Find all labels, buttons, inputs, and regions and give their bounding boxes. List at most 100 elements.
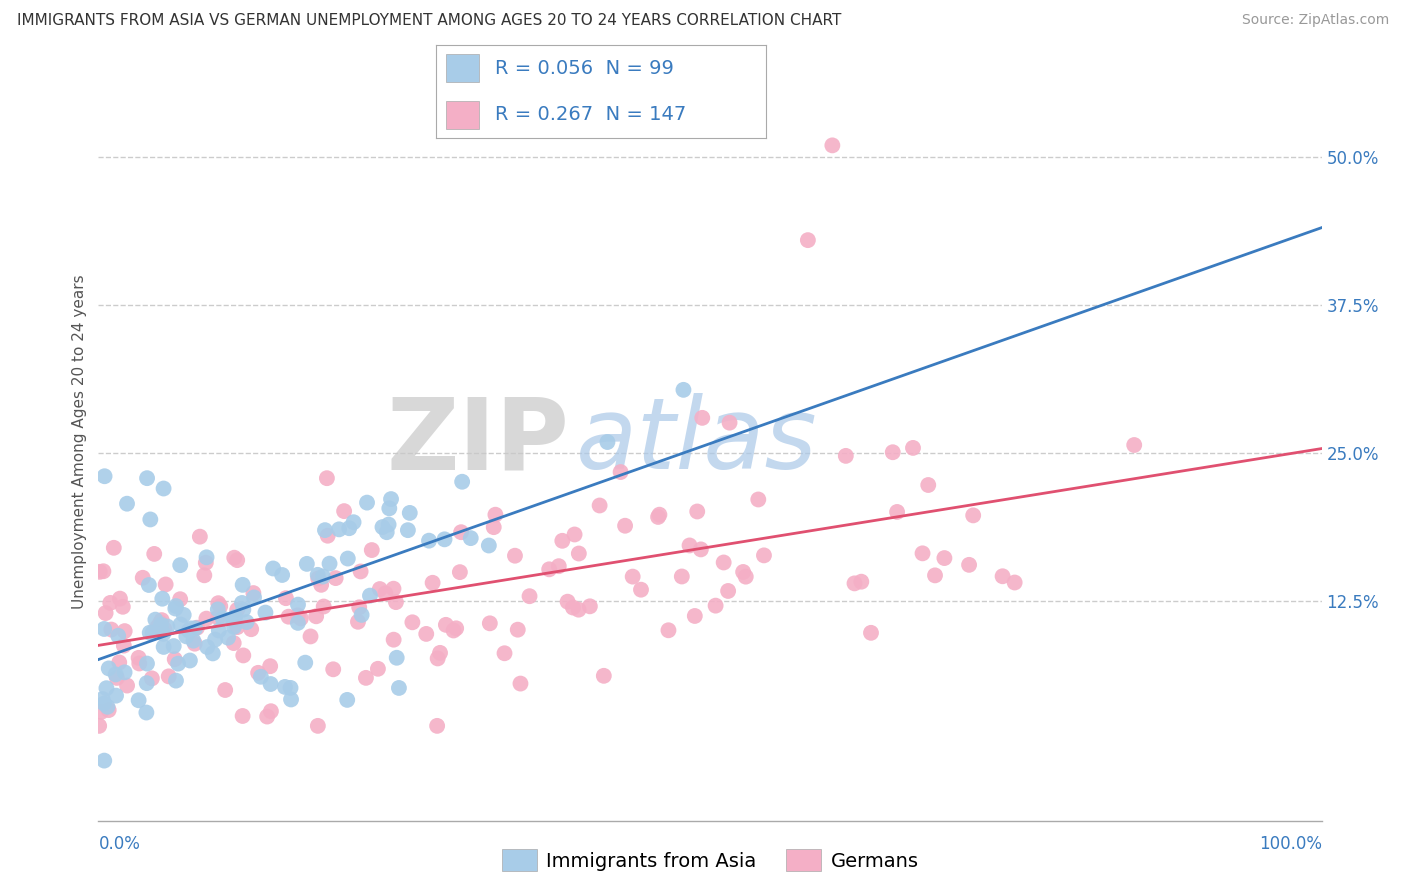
- Point: [224, 610, 246, 624]
- Point: [128, 693, 150, 707]
- Point: [235, 615, 257, 629]
- Point: [835, 449, 858, 463]
- Point: [260, 704, 283, 718]
- Bar: [446, 101, 479, 129]
- Point: [259, 659, 281, 673]
- Point: [112, 639, 135, 653]
- Point: [115, 497, 138, 511]
- Point: [176, 629, 198, 643]
- Point: [177, 624, 200, 638]
- Point: [93, 622, 115, 636]
- Point: [354, 671, 377, 685]
- Point: [184, 637, 207, 651]
- Point: [1123, 438, 1146, 452]
- Point: [609, 465, 631, 479]
- Point: [557, 595, 579, 609]
- Point: [128, 657, 150, 671]
- Point: [280, 692, 302, 706]
- Point: [254, 606, 277, 620]
- Point: [93, 754, 115, 768]
- Point: [240, 622, 263, 636]
- Point: [851, 574, 873, 589]
- Point: [142, 625, 165, 640]
- Point: [444, 621, 467, 635]
- Point: [451, 475, 474, 489]
- Point: [734, 569, 756, 583]
- Point: [262, 561, 284, 575]
- Point: [201, 647, 224, 661]
- Point: [314, 523, 336, 537]
- Point: [243, 591, 266, 605]
- Point: [90, 705, 112, 719]
- Point: [250, 670, 273, 684]
- Point: [422, 575, 444, 590]
- Point: [460, 531, 482, 545]
- Point: [141, 671, 163, 685]
- Point: [195, 550, 218, 565]
- Point: [733, 565, 755, 579]
- Point: [96, 681, 118, 696]
- Point: [844, 576, 866, 591]
- Point: [107, 629, 129, 643]
- Point: [165, 601, 187, 615]
- Point: [208, 624, 231, 638]
- Point: [503, 549, 526, 563]
- Point: [150, 617, 173, 632]
- Point: [336, 551, 359, 566]
- Point: [242, 586, 264, 600]
- Point: [991, 569, 1014, 583]
- Point: [561, 600, 583, 615]
- Point: [859, 625, 882, 640]
- Point: [494, 646, 516, 660]
- Point: [143, 547, 166, 561]
- Point: [350, 607, 373, 622]
- Point: [152, 627, 174, 641]
- Point: [146, 620, 169, 634]
- Point: [169, 558, 191, 573]
- Point: [132, 571, 155, 585]
- Legend: Immigrants from Asia, Germans: Immigrants from Asia, Germans: [494, 841, 927, 880]
- Point: [305, 609, 328, 624]
- Point: [396, 523, 419, 537]
- Point: [385, 650, 408, 665]
- Point: [648, 508, 671, 522]
- Point: [247, 665, 270, 680]
- Point: [194, 556, 217, 570]
- Point: [232, 602, 254, 616]
- Point: [115, 679, 138, 693]
- Point: [299, 629, 322, 643]
- Point: [91, 692, 114, 706]
- Point: [429, 646, 451, 660]
- Point: [333, 504, 356, 518]
- Point: [484, 508, 506, 522]
- Point: [169, 592, 191, 607]
- Point: [232, 709, 254, 723]
- Point: [316, 529, 339, 543]
- Point: [165, 599, 187, 613]
- Point: [337, 521, 360, 535]
- Point: [135, 706, 157, 720]
- Point: [155, 577, 177, 591]
- Text: R = 0.056  N = 99: R = 0.056 N = 99: [495, 59, 675, 78]
- Point: [426, 651, 449, 665]
- Point: [630, 582, 652, 597]
- Point: [152, 482, 174, 496]
- Point: [287, 598, 309, 612]
- Point: [924, 568, 946, 582]
- Point: [368, 582, 391, 596]
- Point: [204, 632, 226, 647]
- Point: [551, 533, 574, 548]
- Point: [232, 578, 254, 592]
- Point: [380, 492, 402, 507]
- Point: [678, 538, 700, 552]
- Point: [153, 623, 176, 637]
- Point: [94, 606, 117, 620]
- Point: [547, 559, 569, 574]
- Point: [752, 549, 775, 563]
- Point: [259, 677, 281, 691]
- Text: IMMIGRANTS FROM ASIA VS GERMAN UNEMPLOYMENT AMONG AGES 20 TO 24 YEARS CORRELATIO: IMMIGRANTS FROM ASIA VS GERMAN UNEMPLOYM…: [17, 13, 841, 29]
- Point: [105, 689, 128, 703]
- Point: [614, 518, 637, 533]
- Point: [222, 613, 245, 627]
- Text: 0.0%: 0.0%: [98, 835, 141, 853]
